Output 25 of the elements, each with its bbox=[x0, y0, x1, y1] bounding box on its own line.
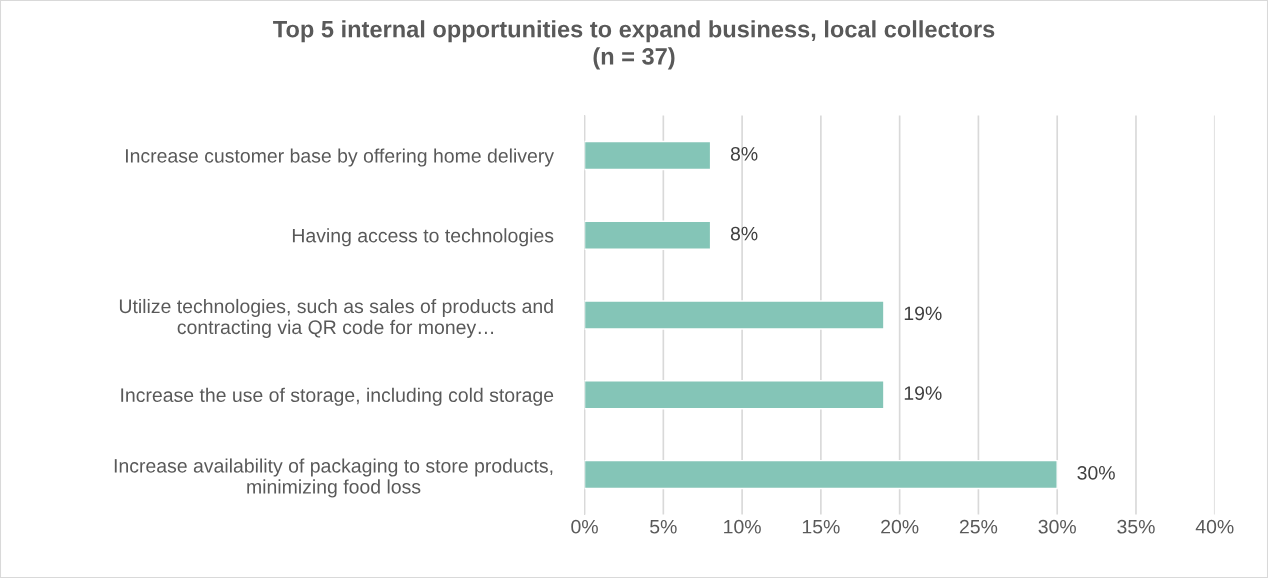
chart-title: Top 5 internal opportunities to expand business, local collectors (n = 37) bbox=[273, 20, 995, 70]
x-tick-label: 15% bbox=[802, 519, 840, 534]
x-tick-label: 20% bbox=[881, 519, 919, 534]
x-tick-label: 30% bbox=[1038, 519, 1076, 534]
data-label: 8% bbox=[730, 226, 758, 241]
x-tick-label: 40% bbox=[1195, 519, 1234, 534]
data-label: 19% bbox=[904, 306, 942, 321]
x-tick-label: 5% bbox=[650, 519, 677, 534]
y-tick-label: Increase the use of storage, including cold storage bbox=[121, 387, 554, 406]
x-tick-label: 25% bbox=[959, 519, 998, 534]
x-tick-label: 10% bbox=[724, 519, 761, 534]
data-label: 8% bbox=[730, 146, 758, 161]
y-tick-label: Utilize technologies, such as sales of products and contracting via QR code for money… bbox=[119, 298, 553, 338]
bar bbox=[584, 380, 885, 410]
bar bbox=[584, 459, 1058, 490]
bar bbox=[584, 140, 712, 171]
y-tick-label: Having access to technologies bbox=[292, 228, 554, 247]
data-label: 19% bbox=[904, 386, 942, 400]
y-tick-label: Increase availability of packaging to store products, minimizing food loss bbox=[114, 458, 553, 498]
data-label: 30% bbox=[1077, 465, 1115, 480]
x-tick-label: 35% bbox=[1117, 519, 1155, 534]
bar bbox=[584, 300, 885, 330]
y-tick-label: Increase customer base by offering home delivery bbox=[126, 148, 554, 167]
x-tick-label: 0% bbox=[571, 519, 598, 534]
bar bbox=[584, 220, 712, 250]
